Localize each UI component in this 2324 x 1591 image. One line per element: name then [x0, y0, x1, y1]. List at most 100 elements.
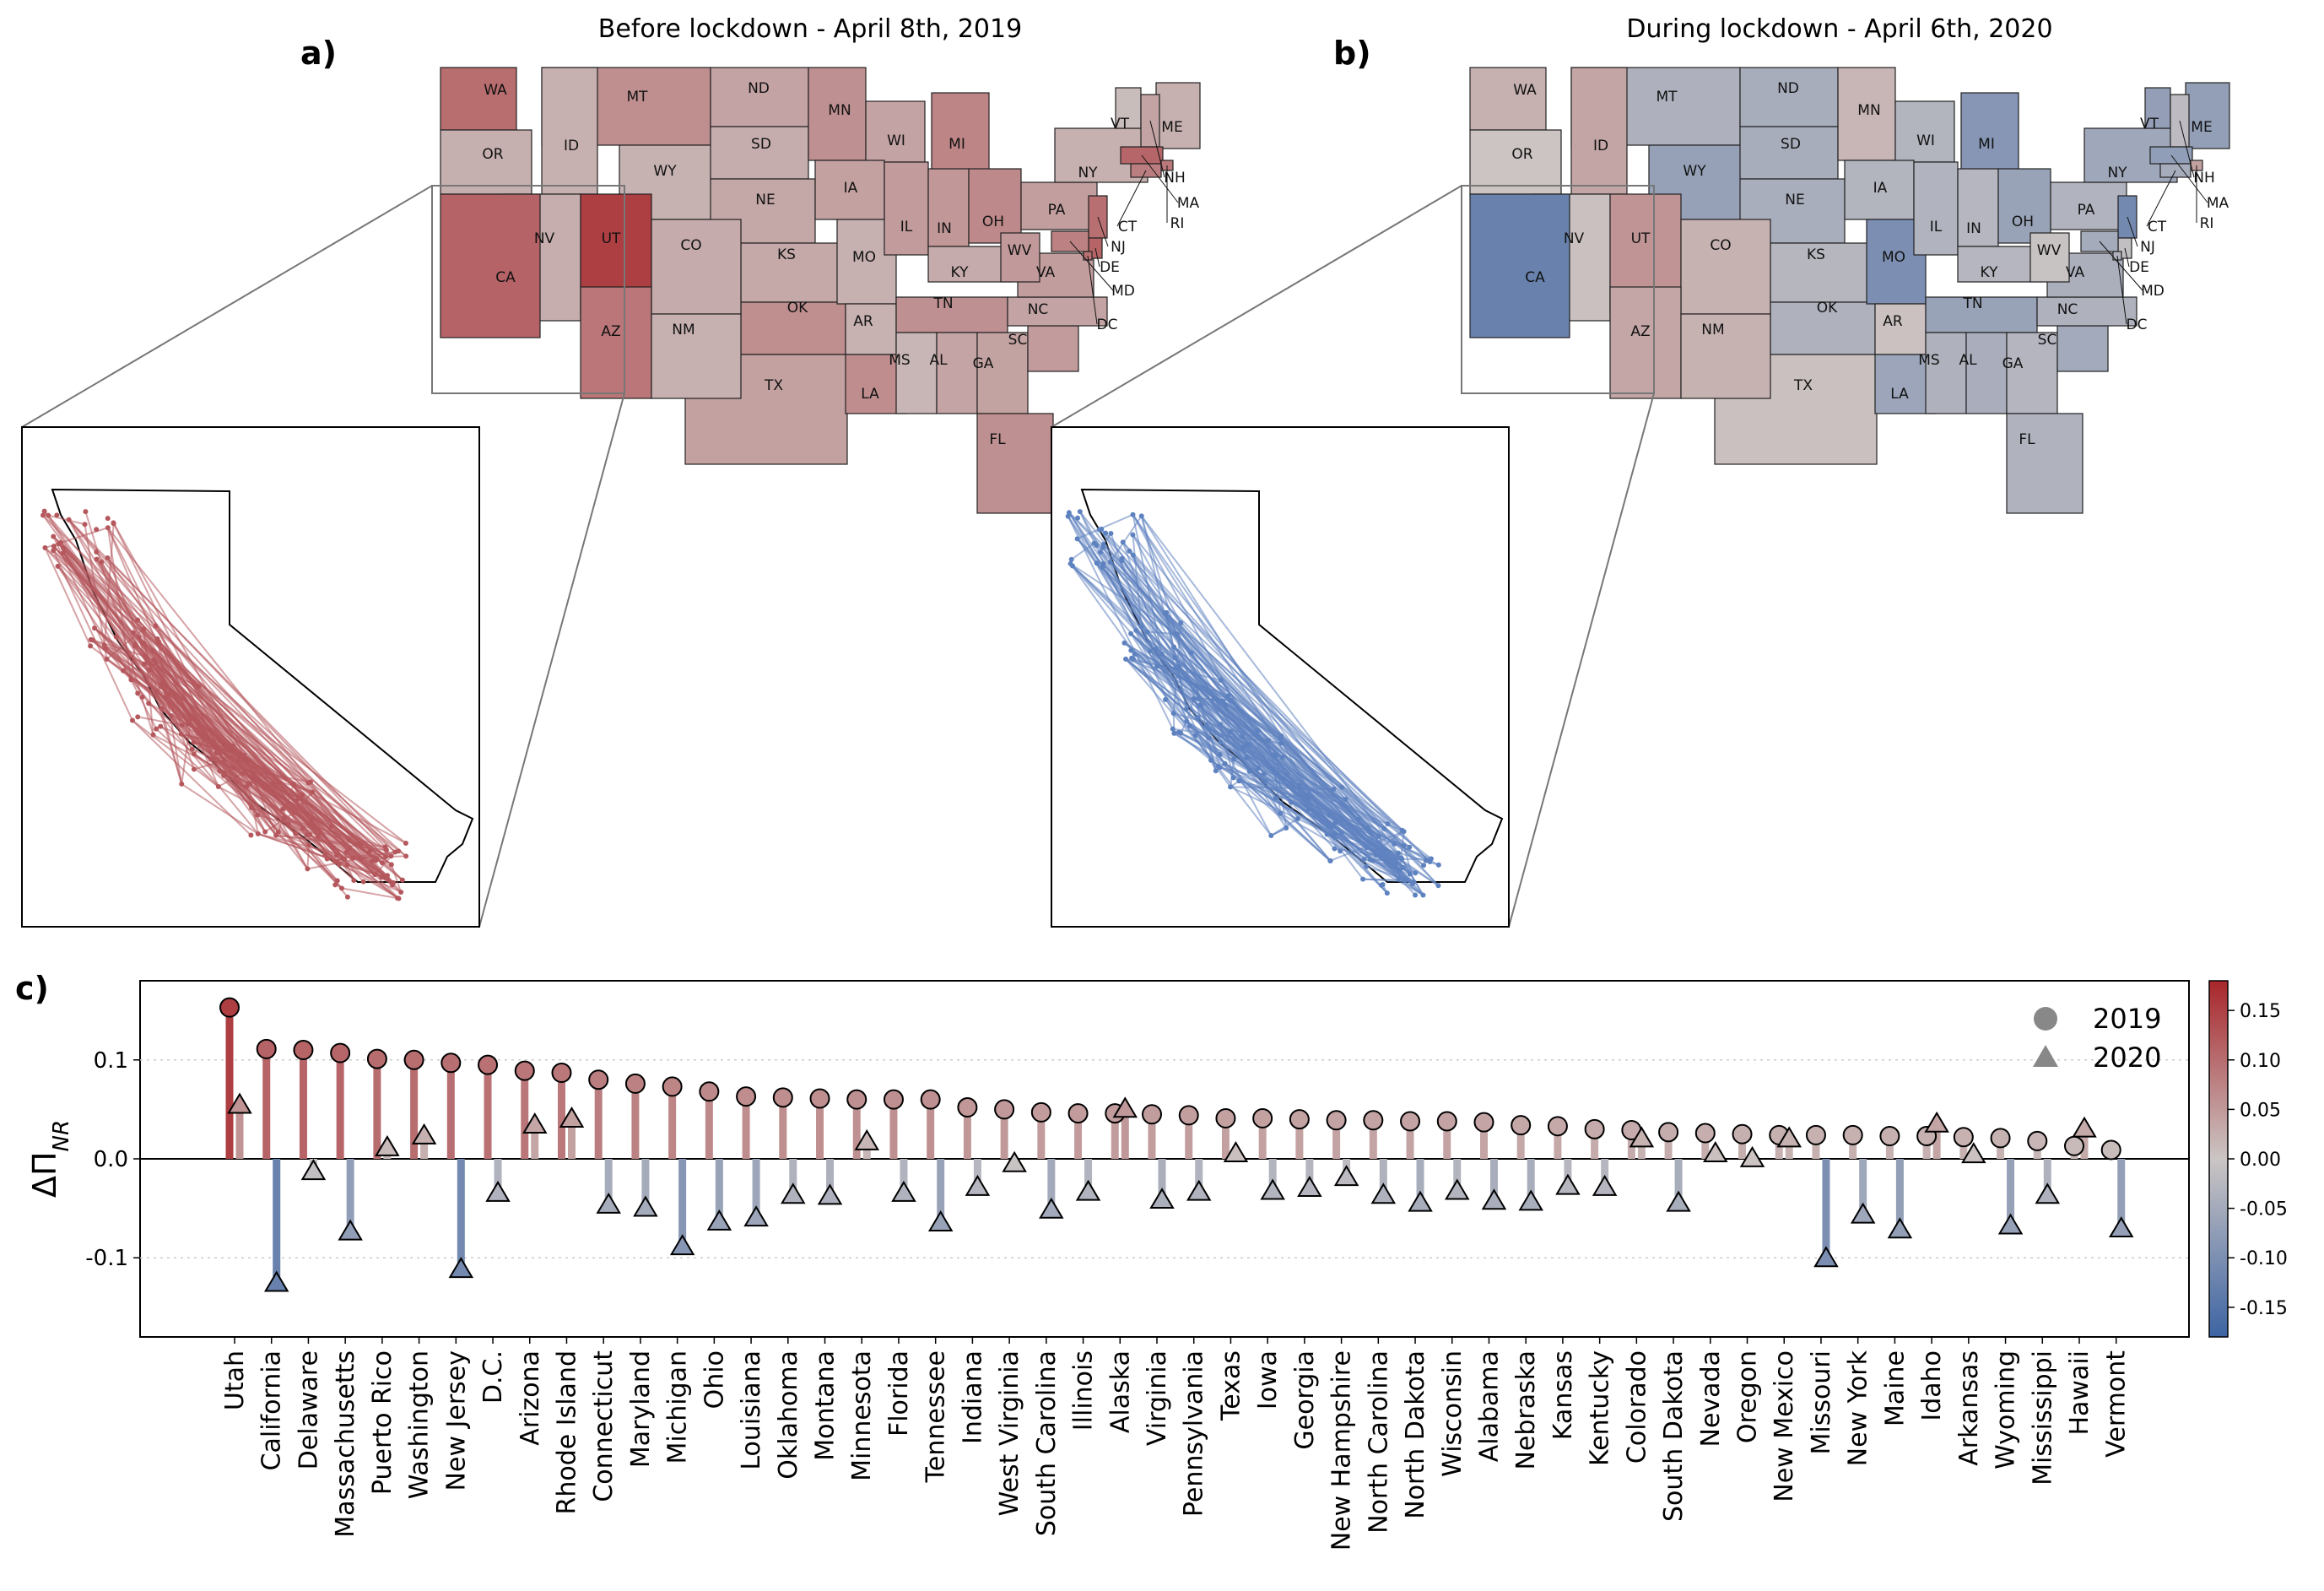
- state-tn: [895, 296, 1008, 333]
- state-label-vt: VT: [2140, 116, 2159, 133]
- network-node: [1075, 515, 1081, 521]
- state-label-wa: WA: [1513, 82, 1537, 99]
- marker-2020: [817, 1183, 843, 1205]
- state-label-mn: MN: [1857, 102, 1880, 119]
- network-node: [54, 512, 60, 518]
- network-node: [1130, 552, 1136, 558]
- network-node: [208, 739, 214, 744]
- marker-2019: [1289, 1109, 1310, 1130]
- legend-circle-marker: [2034, 1007, 2057, 1031]
- x-tick-label: Missouri: [1807, 1350, 1836, 1455]
- marker-2020: [1075, 1179, 1101, 1201]
- network-node: [1407, 871, 1413, 877]
- network-node: [1327, 858, 1333, 863]
- state-nd: [1739, 67, 1839, 127]
- network-node: [1262, 778, 1268, 784]
- network-edge: [233, 766, 311, 783]
- x-tick-label: Vermont: [2102, 1350, 2132, 1458]
- x-tick-label: Alabama: [1474, 1350, 1504, 1462]
- network-node: [136, 635, 142, 641]
- marker-2020: [743, 1205, 769, 1227]
- network-node: [1378, 852, 1384, 858]
- network-node: [1193, 683, 1199, 689]
- marker-2020: [338, 1219, 363, 1241]
- network-node: [395, 896, 401, 901]
- x-tick-label: Idaho: [1917, 1350, 1947, 1421]
- network-node: [1108, 531, 1114, 537]
- network-node: [1413, 892, 1419, 898]
- network-edge: [154, 625, 403, 881]
- network-node: [1423, 858, 1429, 863]
- state-leader-line: [2146, 170, 2176, 227]
- colorbar-tick-label: 0.10: [2240, 1051, 2281, 1072]
- network-node: [304, 832, 310, 838]
- x-tick-label: Michigan: [663, 1350, 693, 1464]
- zoom-box-a: [431, 185, 625, 394]
- network-node: [1381, 825, 1387, 831]
- x-tick-label: Alaska: [1105, 1350, 1135, 1433]
- x-tick-label: Kentucky: [1586, 1350, 1615, 1466]
- state-label-ct: CT: [1118, 219, 1138, 235]
- network-node: [232, 750, 238, 756]
- marker-2019: [1030, 1101, 1051, 1123]
- network-node: [163, 694, 169, 700]
- state-oh: [1997, 168, 2051, 244]
- x-tick-label: Oregon: [1733, 1350, 1763, 1443]
- network-node: [1186, 723, 1192, 729]
- state-leader-line: [1087, 255, 1098, 325]
- network-node: [121, 668, 127, 674]
- network-node: [1364, 845, 1370, 851]
- state-label-co: CO: [1710, 237, 1731, 254]
- x-tick-label: South Carolina: [1032, 1350, 1062, 1536]
- network-node: [300, 825, 305, 831]
- network-node: [1100, 560, 1106, 566]
- network-node: [281, 815, 287, 821]
- network-node: [1218, 677, 1224, 683]
- network-node: [1277, 736, 1283, 742]
- marker-2020: [1592, 1174, 1618, 1196]
- network-node: [346, 837, 352, 843]
- network-node: [1327, 812, 1332, 818]
- network-node: [332, 882, 338, 888]
- network-node: [46, 512, 51, 518]
- marker-2020: [1297, 1176, 1322, 1197]
- network-edge: [154, 625, 225, 760]
- network-node: [1192, 733, 1198, 739]
- state-label-ne: NE: [755, 192, 775, 208]
- x-tick-label: Florida: [884, 1350, 914, 1437]
- state-label-tn: TN: [1962, 295, 1982, 312]
- state-label-ar: AR: [853, 313, 873, 330]
- state-label-mn: MN: [828, 102, 851, 119]
- marker-2020: [1739, 1145, 1765, 1167]
- network-node: [403, 853, 409, 859]
- network-node: [350, 855, 356, 861]
- marker-2020: [2108, 1216, 2134, 1238]
- state-ar: [1874, 303, 1927, 355]
- network-node: [311, 823, 316, 829]
- network-node: [1218, 722, 1224, 728]
- marker-2019: [1252, 1107, 1273, 1128]
- marker-2019: [2100, 1139, 2121, 1161]
- marker-2020: [669, 1234, 695, 1256]
- state-label-nh: NH: [1164, 170, 1186, 187]
- network-node: [1413, 870, 1419, 876]
- network-node: [154, 689, 160, 695]
- network-node: [111, 520, 116, 526]
- marker-2019: [1584, 1118, 1605, 1139]
- x-tick-label: Nebraska: [1511, 1350, 1541, 1470]
- network-edge: [154, 663, 349, 898]
- network-node: [1295, 816, 1301, 822]
- network-node: [150, 648, 156, 654]
- network-node: [189, 746, 195, 752]
- california-network-2020: [1065, 509, 1441, 898]
- network-node: [83, 509, 89, 515]
- state-leader-line: [1069, 241, 1114, 291]
- marker-2020: [1002, 1150, 1027, 1172]
- state-al: [1965, 332, 2008, 414]
- state-label-tx: TX: [1793, 377, 1813, 394]
- network-node: [1133, 627, 1139, 633]
- network-node: [1393, 864, 1399, 870]
- x-tick-label: Wyoming: [1992, 1350, 2021, 1469]
- state-label-nd: ND: [1777, 80, 1799, 97]
